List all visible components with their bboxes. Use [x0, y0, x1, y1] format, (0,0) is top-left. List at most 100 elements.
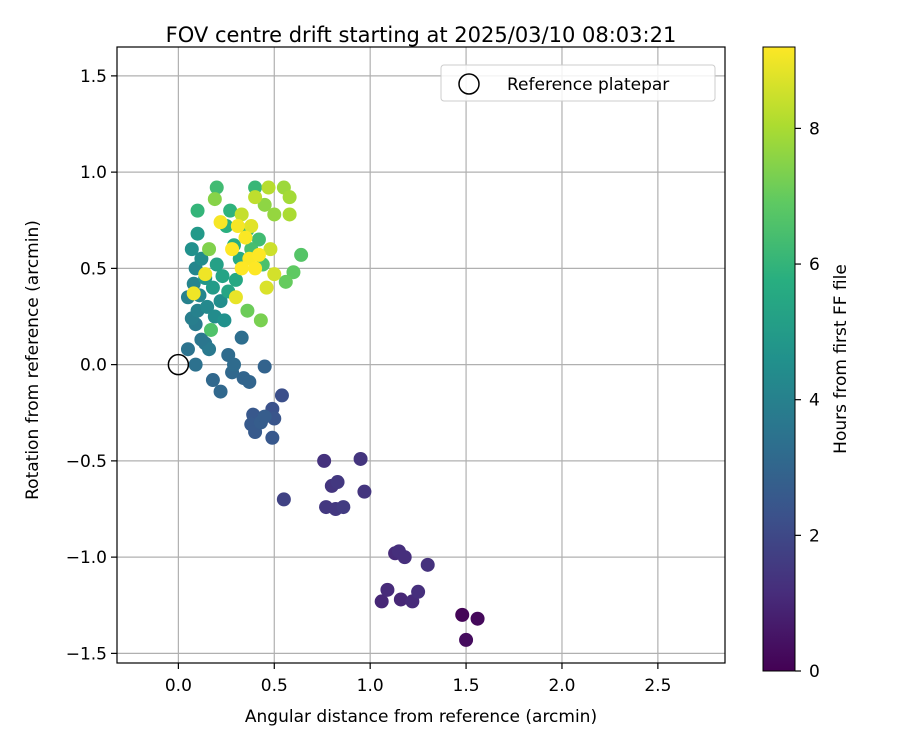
plot-frame	[116, 46, 726, 664]
data-point	[253, 313, 268, 328]
data-point	[393, 592, 408, 607]
data-point	[184, 242, 199, 257]
x-tick-label: 2.5	[644, 676, 671, 696]
data-point	[353, 451, 368, 466]
data-point	[420, 557, 435, 572]
data-point	[213, 294, 228, 309]
data-point	[205, 280, 220, 295]
data-point	[225, 242, 240, 257]
x-axis-label: Angular distance from reference (arcmin)	[245, 707, 597, 727]
data-point	[251, 232, 266, 247]
data-point	[203, 322, 218, 337]
data-point	[213, 215, 228, 230]
y-tick-label: −1.0	[66, 548, 107, 568]
colorbar: 0 2 4 6 8 Hours from first FF file	[762, 46, 851, 682]
data-point	[294, 247, 309, 262]
data-point	[257, 409, 272, 424]
y-tick-label: 0.5	[80, 259, 107, 279]
data-point	[267, 267, 282, 282]
data-point	[240, 303, 255, 318]
data-points	[180, 180, 485, 647]
y-axis-label: Rotation from reference (arcmin)	[23, 220, 43, 500]
data-point	[226, 357, 241, 372]
data-point	[200, 299, 215, 314]
data-point	[228, 290, 243, 305]
data-point	[223, 203, 238, 218]
colorbar-tick-label: 6	[809, 255, 820, 275]
data-point	[282, 207, 297, 222]
colorbar-gradient	[762, 46, 796, 672]
y-tick-label: 1.5	[80, 67, 107, 87]
data-point	[190, 226, 205, 241]
data-point	[411, 584, 426, 599]
x-tick-label: 0.0	[165, 676, 192, 696]
data-point	[213, 384, 228, 399]
data-point	[244, 219, 259, 234]
data-point	[259, 280, 274, 295]
y-axis-ticks: −1.5 −1.0 −0.5 0.0 0.5 1.0 1.5	[66, 67, 117, 664]
data-point	[186, 276, 201, 291]
colorbar-label: Hours from first FF file	[831, 264, 851, 454]
data-point	[207, 192, 222, 207]
colorbar-tick-label: 0	[809, 662, 820, 682]
data-point	[261, 180, 276, 195]
colorbar-tick-label: 4	[809, 391, 820, 411]
data-point	[202, 242, 217, 257]
x-tick-label: 1.5	[453, 676, 480, 696]
data-point	[234, 330, 249, 345]
data-point	[251, 247, 266, 262]
legend-marker-icon	[458, 73, 480, 95]
legend: Reference platepar	[440, 64, 716, 102]
data-point	[248, 190, 263, 205]
data-point	[282, 190, 297, 205]
data-point	[194, 332, 209, 347]
data-point	[228, 272, 243, 287]
data-point	[194, 251, 209, 266]
data-point	[276, 492, 291, 507]
data-point	[242, 374, 257, 389]
data-point	[186, 286, 201, 301]
data-point	[234, 207, 249, 222]
reference-platepar-marker	[167, 353, 190, 376]
data-point	[190, 203, 205, 218]
data-point	[330, 475, 345, 490]
x-axis-ticks: 0.0 0.5 1.0 1.5 2.0 2.5	[165, 663, 671, 696]
x-tick-label: 1.0	[357, 676, 384, 696]
data-point	[459, 632, 474, 647]
data-point	[198, 267, 213, 282]
data-point	[286, 265, 301, 280]
y-tick-label: 1.0	[80, 163, 107, 183]
data-point	[209, 257, 224, 272]
y-tick-label: −0.5	[66, 452, 107, 472]
data-point	[230, 219, 245, 234]
legend-entry-label: Reference platepar	[507, 75, 669, 95]
data-point	[215, 269, 230, 284]
data-point	[397, 550, 412, 565]
colorbar-tick-label: 2	[809, 526, 820, 546]
chart-title: FOV centre drift starting at 2025/03/10 …	[166, 23, 677, 47]
data-point	[374, 594, 389, 609]
y-tick-label: −1.5	[66, 644, 107, 664]
data-point	[238, 230, 253, 245]
data-point	[234, 261, 249, 276]
data-point	[257, 197, 272, 212]
data-point	[455, 607, 470, 622]
data-point	[267, 207, 282, 222]
data-point	[274, 388, 289, 403]
data-point	[357, 484, 372, 499]
data-point	[217, 313, 232, 328]
data-point	[470, 611, 485, 626]
data-point	[205, 373, 220, 388]
legend-box	[440, 64, 716, 102]
data-point	[265, 430, 280, 445]
data-point	[248, 261, 263, 276]
data-point	[188, 357, 203, 372]
data-point	[257, 359, 272, 374]
y-tick-label: 0.0	[80, 356, 107, 376]
colorbar-ticks: 0 2 4 6 8	[795, 119, 820, 682]
colorbar-tick-label: 8	[809, 119, 820, 139]
data-point	[202, 342, 217, 357]
data-point	[180, 342, 195, 357]
